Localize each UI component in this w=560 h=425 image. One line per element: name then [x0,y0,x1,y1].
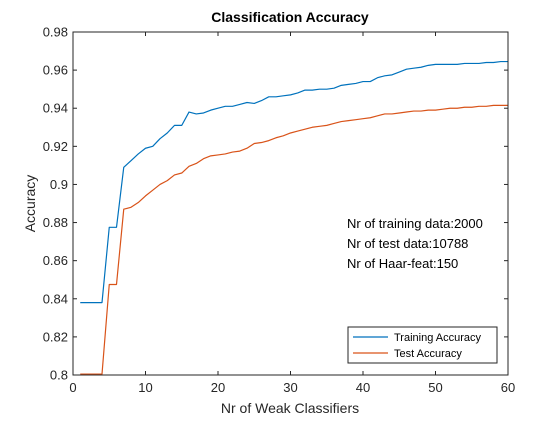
x-tick-label: 0 [69,380,76,395]
y-tick-label: 0.94 [43,101,68,116]
x-tick-label: 30 [283,380,297,395]
axes-box [72,31,509,376]
legend-label-test: Test Accuracy [394,348,462,360]
plot-area [73,32,508,375]
annotation-training-data: Nr of training data:2000 [347,216,483,231]
y-tick-label: 0.96 [43,63,68,78]
chart-title: Classification Accuracy [211,9,369,25]
x-tick-label: 10 [138,380,152,395]
annotation-test-data: Nr of test data:10788 [347,236,468,251]
y-tick-label: 0.9 [50,177,68,192]
series-line-training-accuracy [80,60,508,304]
series-line-test-accuracy [80,104,508,375]
y-tick-label: 0.92 [43,139,68,154]
series-layer [80,60,508,375]
y-tick-label: 0.82 [43,329,68,344]
legend-label-training: Training Accuracy [394,332,482,344]
y-tick-label: 0.88 [43,215,68,230]
annotation-haar-features: Nr of Haar-feat:150 [347,256,458,271]
x-axis-label: Nr of Weak Classifiers [221,400,359,416]
y-tick-label: 0.98 [43,25,68,40]
x-tick-label: 60 [501,380,515,395]
x-tick-label: 50 [428,380,442,395]
legend: Training Accuracy Test Accuracy [347,326,498,364]
y-tick-label: 0.8 [50,368,68,383]
legend-box [347,326,498,364]
x-tick-label: 20 [211,380,225,395]
y-axis-label: Accuracy [22,175,38,233]
x-tick-label: 40 [356,380,370,395]
y-tick-label: 0.86 [43,253,68,268]
y-tick-label: 0.84 [43,291,68,306]
